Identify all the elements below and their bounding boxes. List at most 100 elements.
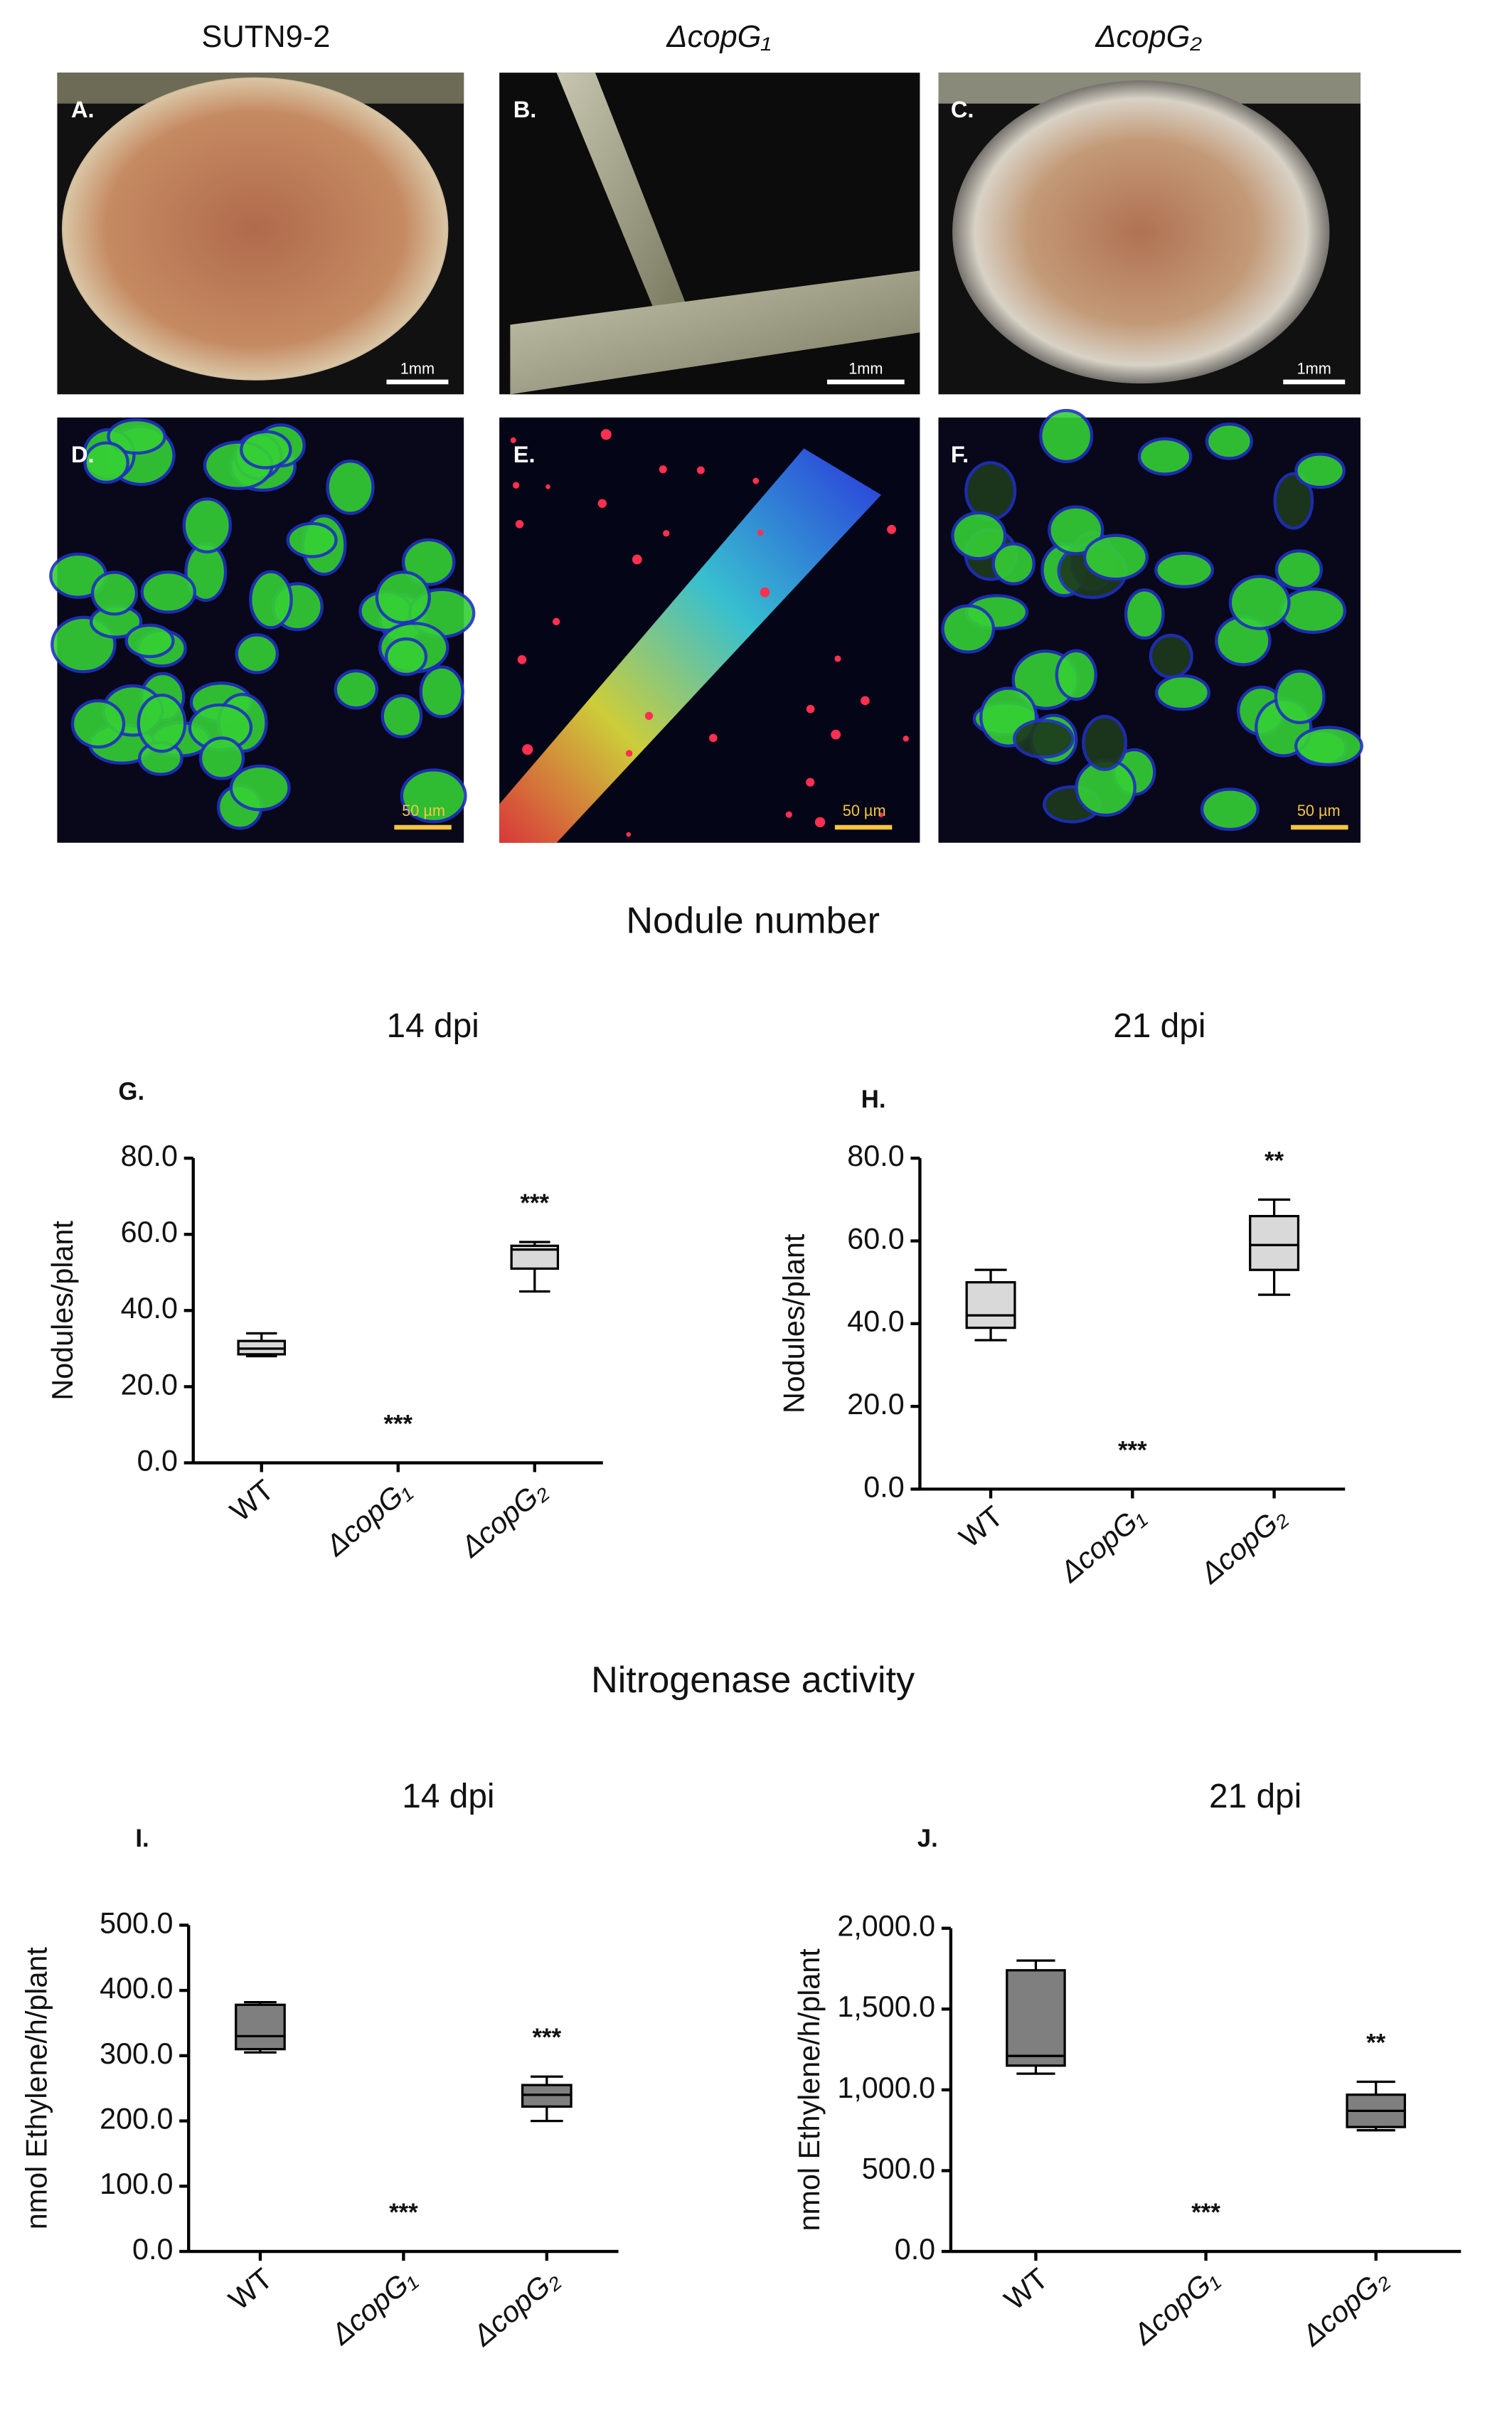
cell xyxy=(1082,534,1149,581)
photo-e xyxy=(499,417,920,843)
cell xyxy=(1294,726,1363,767)
dot xyxy=(545,484,550,489)
dot xyxy=(887,524,896,534)
photo-c: C. 1mm xyxy=(938,73,1361,395)
y-tick-label: 500.0 xyxy=(100,1906,173,1939)
dot xyxy=(861,696,870,706)
box xyxy=(1249,1214,1300,1271)
scale-bar-label: 50 µm xyxy=(1297,802,1341,819)
y-tick-label: 500.0 xyxy=(862,2152,935,2185)
y-tick-label: 0.0 xyxy=(863,1470,904,1503)
cell xyxy=(419,665,464,718)
cell xyxy=(83,441,129,484)
dot xyxy=(512,482,520,489)
dot xyxy=(644,711,654,721)
cell xyxy=(1273,472,1314,530)
cell xyxy=(326,460,375,515)
cell xyxy=(1205,423,1253,460)
cell xyxy=(90,570,139,616)
significance: ** xyxy=(1265,1147,1284,1174)
dot xyxy=(663,530,670,537)
cell xyxy=(1274,669,1326,725)
significance: ** xyxy=(1366,2030,1386,2057)
cell xyxy=(249,570,293,630)
significance: *** xyxy=(1118,1437,1147,1464)
dot xyxy=(709,733,718,743)
y-axis-label: nmol Ethylene/h/plant xyxy=(20,1947,53,2230)
cell xyxy=(1200,787,1260,832)
dot xyxy=(515,520,524,529)
cell xyxy=(1155,674,1210,711)
cell xyxy=(107,418,166,455)
chart-title: 21 dpi xyxy=(1113,1007,1205,1045)
y-tick-label: 1,000.0 xyxy=(837,2071,935,2104)
cell xyxy=(124,623,175,659)
dot xyxy=(626,832,632,837)
scale-bar-label: 50 µm xyxy=(402,802,445,819)
photo-a: A. 1mm xyxy=(57,73,464,395)
y-tick-label: 0.0 xyxy=(132,2233,173,2266)
dot xyxy=(878,812,884,817)
y-tick-label: 0.0 xyxy=(137,1444,178,1477)
panel-label: G. xyxy=(118,1078,144,1105)
photo-f xyxy=(938,408,1363,843)
cell xyxy=(400,768,467,824)
section-title: Nitrogenase activity xyxy=(591,1660,915,1701)
dot xyxy=(785,811,792,818)
panel-label: I. xyxy=(135,1825,149,1852)
y-tick-label: 20.0 xyxy=(121,1368,178,1401)
column-label: SUTN9-2 xyxy=(201,20,330,54)
dot xyxy=(600,429,612,440)
cell xyxy=(1149,633,1193,679)
cell xyxy=(235,633,279,674)
cell xyxy=(1012,718,1075,759)
column-label: ΔcopG₂ xyxy=(1095,20,1202,54)
cell xyxy=(384,637,428,676)
cell xyxy=(1279,587,1347,635)
chart-title: 14 dpi xyxy=(402,1778,494,1815)
panel-label: H. xyxy=(861,1086,886,1113)
dot xyxy=(597,499,607,508)
dot xyxy=(517,654,527,664)
y-tick-label: 60.0 xyxy=(121,1216,178,1248)
panel-label: C. xyxy=(951,96,974,122)
cell xyxy=(1124,588,1165,640)
cell xyxy=(951,511,1007,561)
micro-labels: D. 50 µm E. 50 µm F. 50 µm xyxy=(71,441,1348,830)
panel-label: D. xyxy=(71,441,95,467)
cell xyxy=(240,430,292,469)
dot xyxy=(834,655,841,662)
box xyxy=(1006,1969,1066,2067)
dot xyxy=(752,477,760,484)
significance: *** xyxy=(389,2199,418,2227)
significance: *** xyxy=(383,1411,412,1438)
y-tick-label: 0.0 xyxy=(895,2233,935,2266)
dot xyxy=(757,529,764,536)
y-tick-label: 40.0 xyxy=(847,1305,904,1338)
cell xyxy=(1294,452,1346,489)
dot xyxy=(831,729,841,740)
y-axis-label: Nodules/plant xyxy=(777,1233,810,1413)
dot xyxy=(806,704,815,713)
section-title: Nodule number xyxy=(626,901,880,942)
scale-bar-label: 50 µm xyxy=(843,802,886,819)
y-axis-label: nmol Ethylene/h/plant xyxy=(793,1948,826,2231)
cell xyxy=(198,736,245,780)
panel-label: B. xyxy=(513,96,537,122)
cell xyxy=(941,604,996,654)
box xyxy=(235,2003,286,2051)
dot xyxy=(814,817,826,827)
cell xyxy=(229,764,291,812)
cell xyxy=(182,497,233,554)
panel-label: A. xyxy=(71,96,95,122)
cell xyxy=(70,699,126,749)
cell xyxy=(1039,408,1094,464)
cell xyxy=(1274,549,1324,590)
y-tick-label: 1,500.0 xyxy=(837,1990,935,2023)
cell xyxy=(1048,505,1104,556)
panel-label: J. xyxy=(917,1825,938,1852)
y-tick-label: 300.0 xyxy=(100,2037,173,2070)
dot xyxy=(696,466,705,474)
chart-title: 21 dpi xyxy=(1209,1778,1301,1815)
